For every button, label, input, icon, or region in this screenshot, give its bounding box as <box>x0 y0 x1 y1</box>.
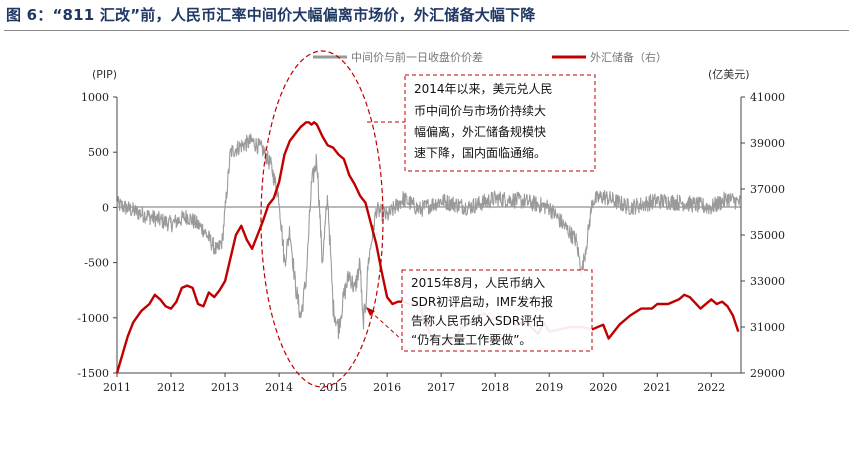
right-tick-label: 41000 <box>750 91 785 104</box>
left-tick-label: -1000 <box>77 312 109 325</box>
legend-label-reserves: 外汇储备（右） <box>590 50 667 64</box>
annotation-1-line-3: 幅偏离，外汇储备规模快 <box>414 124 546 139</box>
annotation-1: 2014年以来，美元兑人民 币中间价与市场价持续大 幅偏离，外汇储备规模快 速下… <box>404 74 596 172</box>
annotation-2: 2015年8月，人民币纳入 SDR初评启动，IMF发布报 告称人民币纳入SDR评… <box>401 269 593 352</box>
x-axis-ticks: 2011 2012 2013 2014 2015 2016 2017 2018 2019 2020… <box>103 373 725 394</box>
left-tick-label: 1000 <box>81 91 109 104</box>
annotation-1-line-1: 2014年以来，美元兑人民 <box>414 82 553 96</box>
annotation-2-line-3: 告称人民币纳入SDR评估 <box>411 314 544 328</box>
x-tick-label: 2020 <box>589 381 617 394</box>
series-line-spread <box>116 133 742 340</box>
right-axis-unit: (亿美元) <box>708 68 750 81</box>
right-tick-label: 37000 <box>750 183 785 196</box>
right-tick-label: 29000 <box>750 367 785 380</box>
connector-arrowhead <box>366 307 375 316</box>
left-tick-label: 500 <box>88 146 109 159</box>
x-tick-label: 2014 <box>265 381 293 394</box>
x-tick-label: 2021 <box>643 381 671 394</box>
x-tick-label: 2022 <box>697 381 725 394</box>
x-tick-label: 2018 <box>481 381 509 394</box>
annotation-box-2 <box>401 269 593 352</box>
legend: 中间价与前一日收盘价价差 外汇储备（右） <box>313 50 667 64</box>
annotation-1-line-4: 速下降，国内面临通缩。 <box>414 145 546 160</box>
x-tick-label: 2019 <box>535 381 563 394</box>
annotation-2-line-4: “仍有大量工作要做”。 <box>411 332 531 347</box>
annotation-2-line-1: 2015年8月，人民币纳入 <box>411 276 545 290</box>
left-tick-label: 0 <box>102 201 109 214</box>
x-tick-label: 2017 <box>427 381 455 394</box>
connector-line-2 <box>369 310 403 341</box>
x-tick-label: 2012 <box>157 381 185 394</box>
title-divider <box>4 30 849 31</box>
left-axis-unit: (PIP) <box>92 68 117 81</box>
figure-title: 图 6：“811 汇改”前，人民币汇率中间价大幅偏离市场价，外汇储备大幅下降 <box>6 6 536 24</box>
left-tick-label: -500 <box>84 257 109 270</box>
series-line-reserves <box>115 121 740 374</box>
highlight-ellipse <box>260 50 384 388</box>
x-tick-label: 2011 <box>103 381 131 394</box>
x-tick-label: 2015 <box>319 381 347 394</box>
annotation-1-line-2: 币中间价与市场价持续大 <box>414 103 546 118</box>
legend-label-spread: 中间价与前一日收盘价价差 <box>351 50 483 64</box>
right-tick-label: 33000 <box>750 275 785 288</box>
annotation-box-1 <box>404 74 596 172</box>
right-axis-ticks: 41000 39000 37000 35000 33000 31000 29000 <box>741 91 785 380</box>
right-tick-label: 35000 <box>750 229 785 242</box>
right-tick-label: 31000 <box>750 321 785 334</box>
x-tick-label: 2016 <box>373 381 401 394</box>
annotation-2-line-2: SDR初评启动，IMF发布报 <box>411 294 553 309</box>
right-tick-label: 39000 <box>750 137 785 150</box>
left-axis-ticks: 1000 500 0 -500 -1000 -1500 <box>77 91 117 380</box>
left-tick-label: -1500 <box>77 367 109 380</box>
x-tick-label: 2013 <box>211 381 239 394</box>
